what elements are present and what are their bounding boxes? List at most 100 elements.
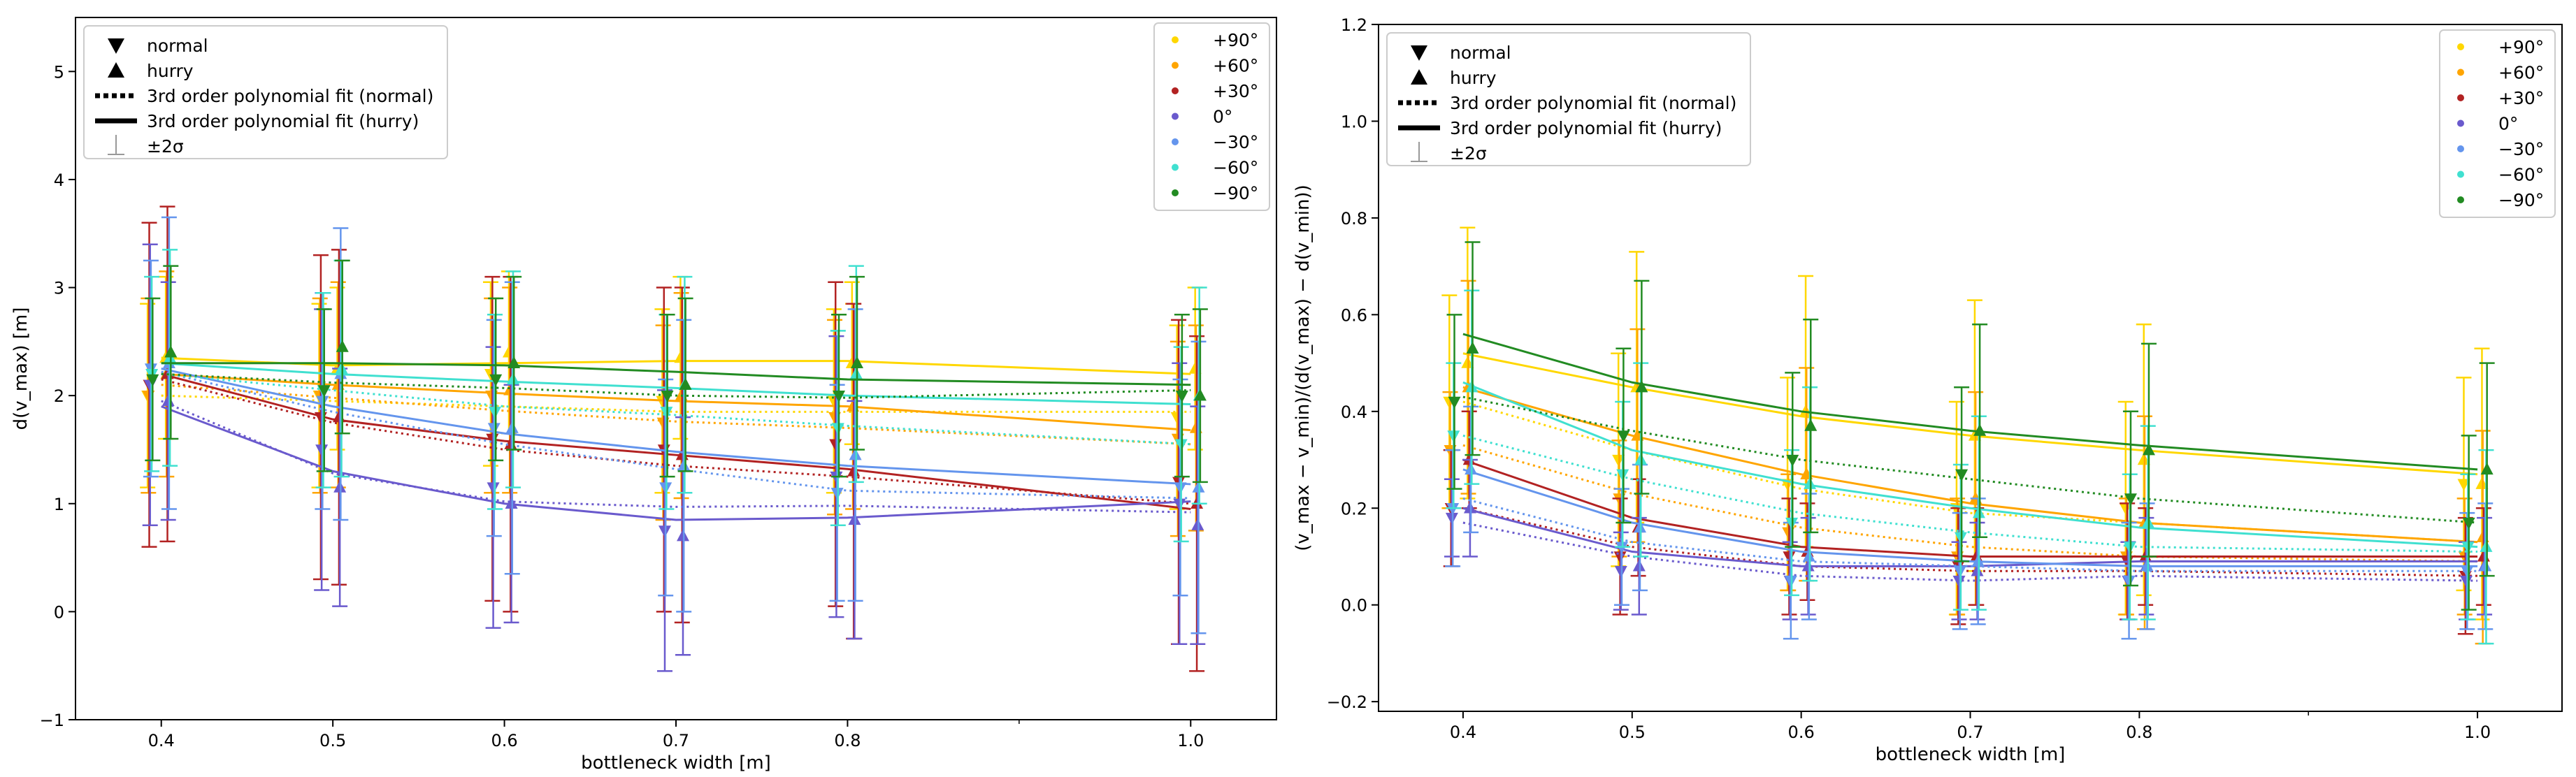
legend-marker-label: ±2σ (147, 136, 184, 157)
legend-series: +90° +60° +30° 0° −30° −60° −90° (2439, 29, 2556, 218)
y-tick-label: 2 (54, 386, 64, 406)
y-axis-label: d(v_max) [m] (10, 307, 31, 430)
point-normal (2462, 517, 2475, 530)
x-tick-label: 0.6 (491, 731, 517, 750)
y-tick-label: 0 (54, 602, 64, 622)
point-hurry (508, 356, 521, 368)
legend-box (1386, 32, 1751, 166)
fit-line-normal (1462, 400, 2478, 544)
fit-line-normal (161, 394, 1191, 413)
legend-series-swatch (1172, 61, 1179, 69)
point-normal (833, 390, 846, 403)
point-hurry (851, 356, 864, 368)
point-hurry (1973, 423, 1987, 436)
series-5 (1446, 289, 2494, 645)
fit-line-normal (161, 384, 1191, 446)
y-tick-label: 5 (54, 62, 64, 82)
series-4 (143, 216, 1207, 634)
point-normal (2457, 479, 2470, 491)
legend-series-label: −90° (2498, 190, 2544, 210)
fit-line-hurry (161, 405, 1191, 521)
legend-series-label: +30° (1213, 81, 1258, 101)
y-tick-label: −0.2 (1327, 692, 1367, 712)
legend-markers: normal hurry 3rd order polynomial fit (nor… (83, 25, 448, 159)
point-hurry (679, 377, 692, 390)
legend-series-swatch (2457, 43, 2464, 50)
legend-normal-icon (1411, 45, 1427, 61)
fit-line-hurry (1462, 333, 2478, 471)
y-axis-label: (v_max − v_min)/(d(v_max) − d(v_min)) (1293, 184, 1314, 551)
y-tick-label: 3 (54, 279, 64, 298)
legend-series-label: −90° (1213, 183, 1258, 203)
fit-line-hurry (161, 372, 1191, 510)
legend-series-swatch (1172, 87, 1179, 94)
fit-line-hurry (1462, 507, 2478, 567)
legend-markers: normal hurry 3rd order polynomial fit (nor… (1386, 32, 1751, 166)
point-normal (146, 374, 159, 386)
legend-series-swatch (1172, 138, 1179, 145)
series-6 (145, 259, 1208, 484)
legend-series-swatch (2457, 145, 2464, 152)
point-normal (1786, 454, 1799, 467)
series-4 (1445, 405, 2494, 640)
x-axis-label: bottleneck width [m] (581, 753, 771, 774)
legend-series-swatch (2457, 94, 2464, 101)
point-normal (1615, 542, 1628, 554)
legend-series-label: +60° (1213, 56, 1258, 76)
chart-right: 0.4 0.5 0.6 0.7 0.8 1.0 −0.2 0.0 0.2 0.4 0.6 0.8 1.0… (1293, 15, 2563, 765)
legend-series-label: −30° (2498, 139, 2544, 159)
x-tick-label: 0.4 (1450, 722, 1476, 742)
point-normal (1448, 396, 1461, 409)
plot-area (1441, 226, 2495, 645)
point-hurry (2142, 443, 2155, 456)
point-hurry (1635, 380, 1648, 393)
legend-marker-label: 3rd order polynomial fit (normal) (147, 86, 433, 106)
legend-series-swatch (2457, 170, 2464, 178)
point-hurry (164, 345, 178, 358)
y-tick-label: 0.2 (1341, 499, 1367, 518)
fit-line-normal (161, 372, 1191, 399)
legend-box (1153, 22, 1270, 211)
point-normal (1617, 430, 1630, 443)
series-3 (142, 243, 1206, 672)
legend-marker-label: 3rd order polynomial fit (hurry) (1450, 118, 1722, 138)
legend-marker-label: normal (147, 36, 208, 56)
x-tick-label: 1.0 (2464, 722, 2491, 742)
fit-line-hurry (1462, 352, 2478, 476)
y-tick-label: 0.0 (1341, 596, 1367, 616)
legend-hurry-icon (1411, 69, 1427, 85)
y-tick-label: 0.8 (1341, 209, 1367, 228)
legend-marker-label: ±2σ (1450, 143, 1487, 164)
x-tick-label: 0.6 (1788, 722, 1815, 742)
fit-line-hurry (1462, 468, 2478, 567)
fit-line-hurry (161, 368, 1191, 486)
point-normal (1175, 390, 1188, 403)
fit-line-normal (161, 378, 1191, 505)
y-tick-label: 1.2 (1341, 15, 1367, 35)
y-tick-label: −1 (40, 711, 64, 730)
legend-marker-label: normal (1450, 43, 1511, 63)
legend-series-label: 0° (2498, 114, 2518, 134)
fit-line-hurry (1462, 381, 2478, 549)
point-normal (317, 385, 331, 398)
y-tick-label: 1 (54, 495, 64, 514)
x-tick-label: 0.7 (1957, 722, 1983, 742)
fit-line-normal (1462, 497, 2478, 572)
legend-marker-label: hurry (147, 61, 194, 81)
legend-series-swatch (2457, 196, 2464, 203)
legend-series-label: +90° (1213, 30, 1258, 50)
point-normal (1955, 469, 1969, 481)
legend-series-swatch (2457, 68, 2464, 76)
legend-marker-label: hurry (1450, 68, 1497, 88)
series-6 (1446, 241, 2495, 611)
legend-series-swatch (1172, 36, 1179, 43)
legend-series-swatch (2457, 119, 2464, 127)
fit-line-hurry (161, 362, 1191, 386)
series-1 (141, 270, 1204, 537)
point-hurry (2480, 462, 2494, 475)
x-tick-label: 0.8 (834, 731, 861, 750)
legend-series-label: −60° (1213, 158, 1258, 178)
legend-normal-icon (108, 38, 124, 54)
legend-series-swatch (1172, 112, 1179, 120)
